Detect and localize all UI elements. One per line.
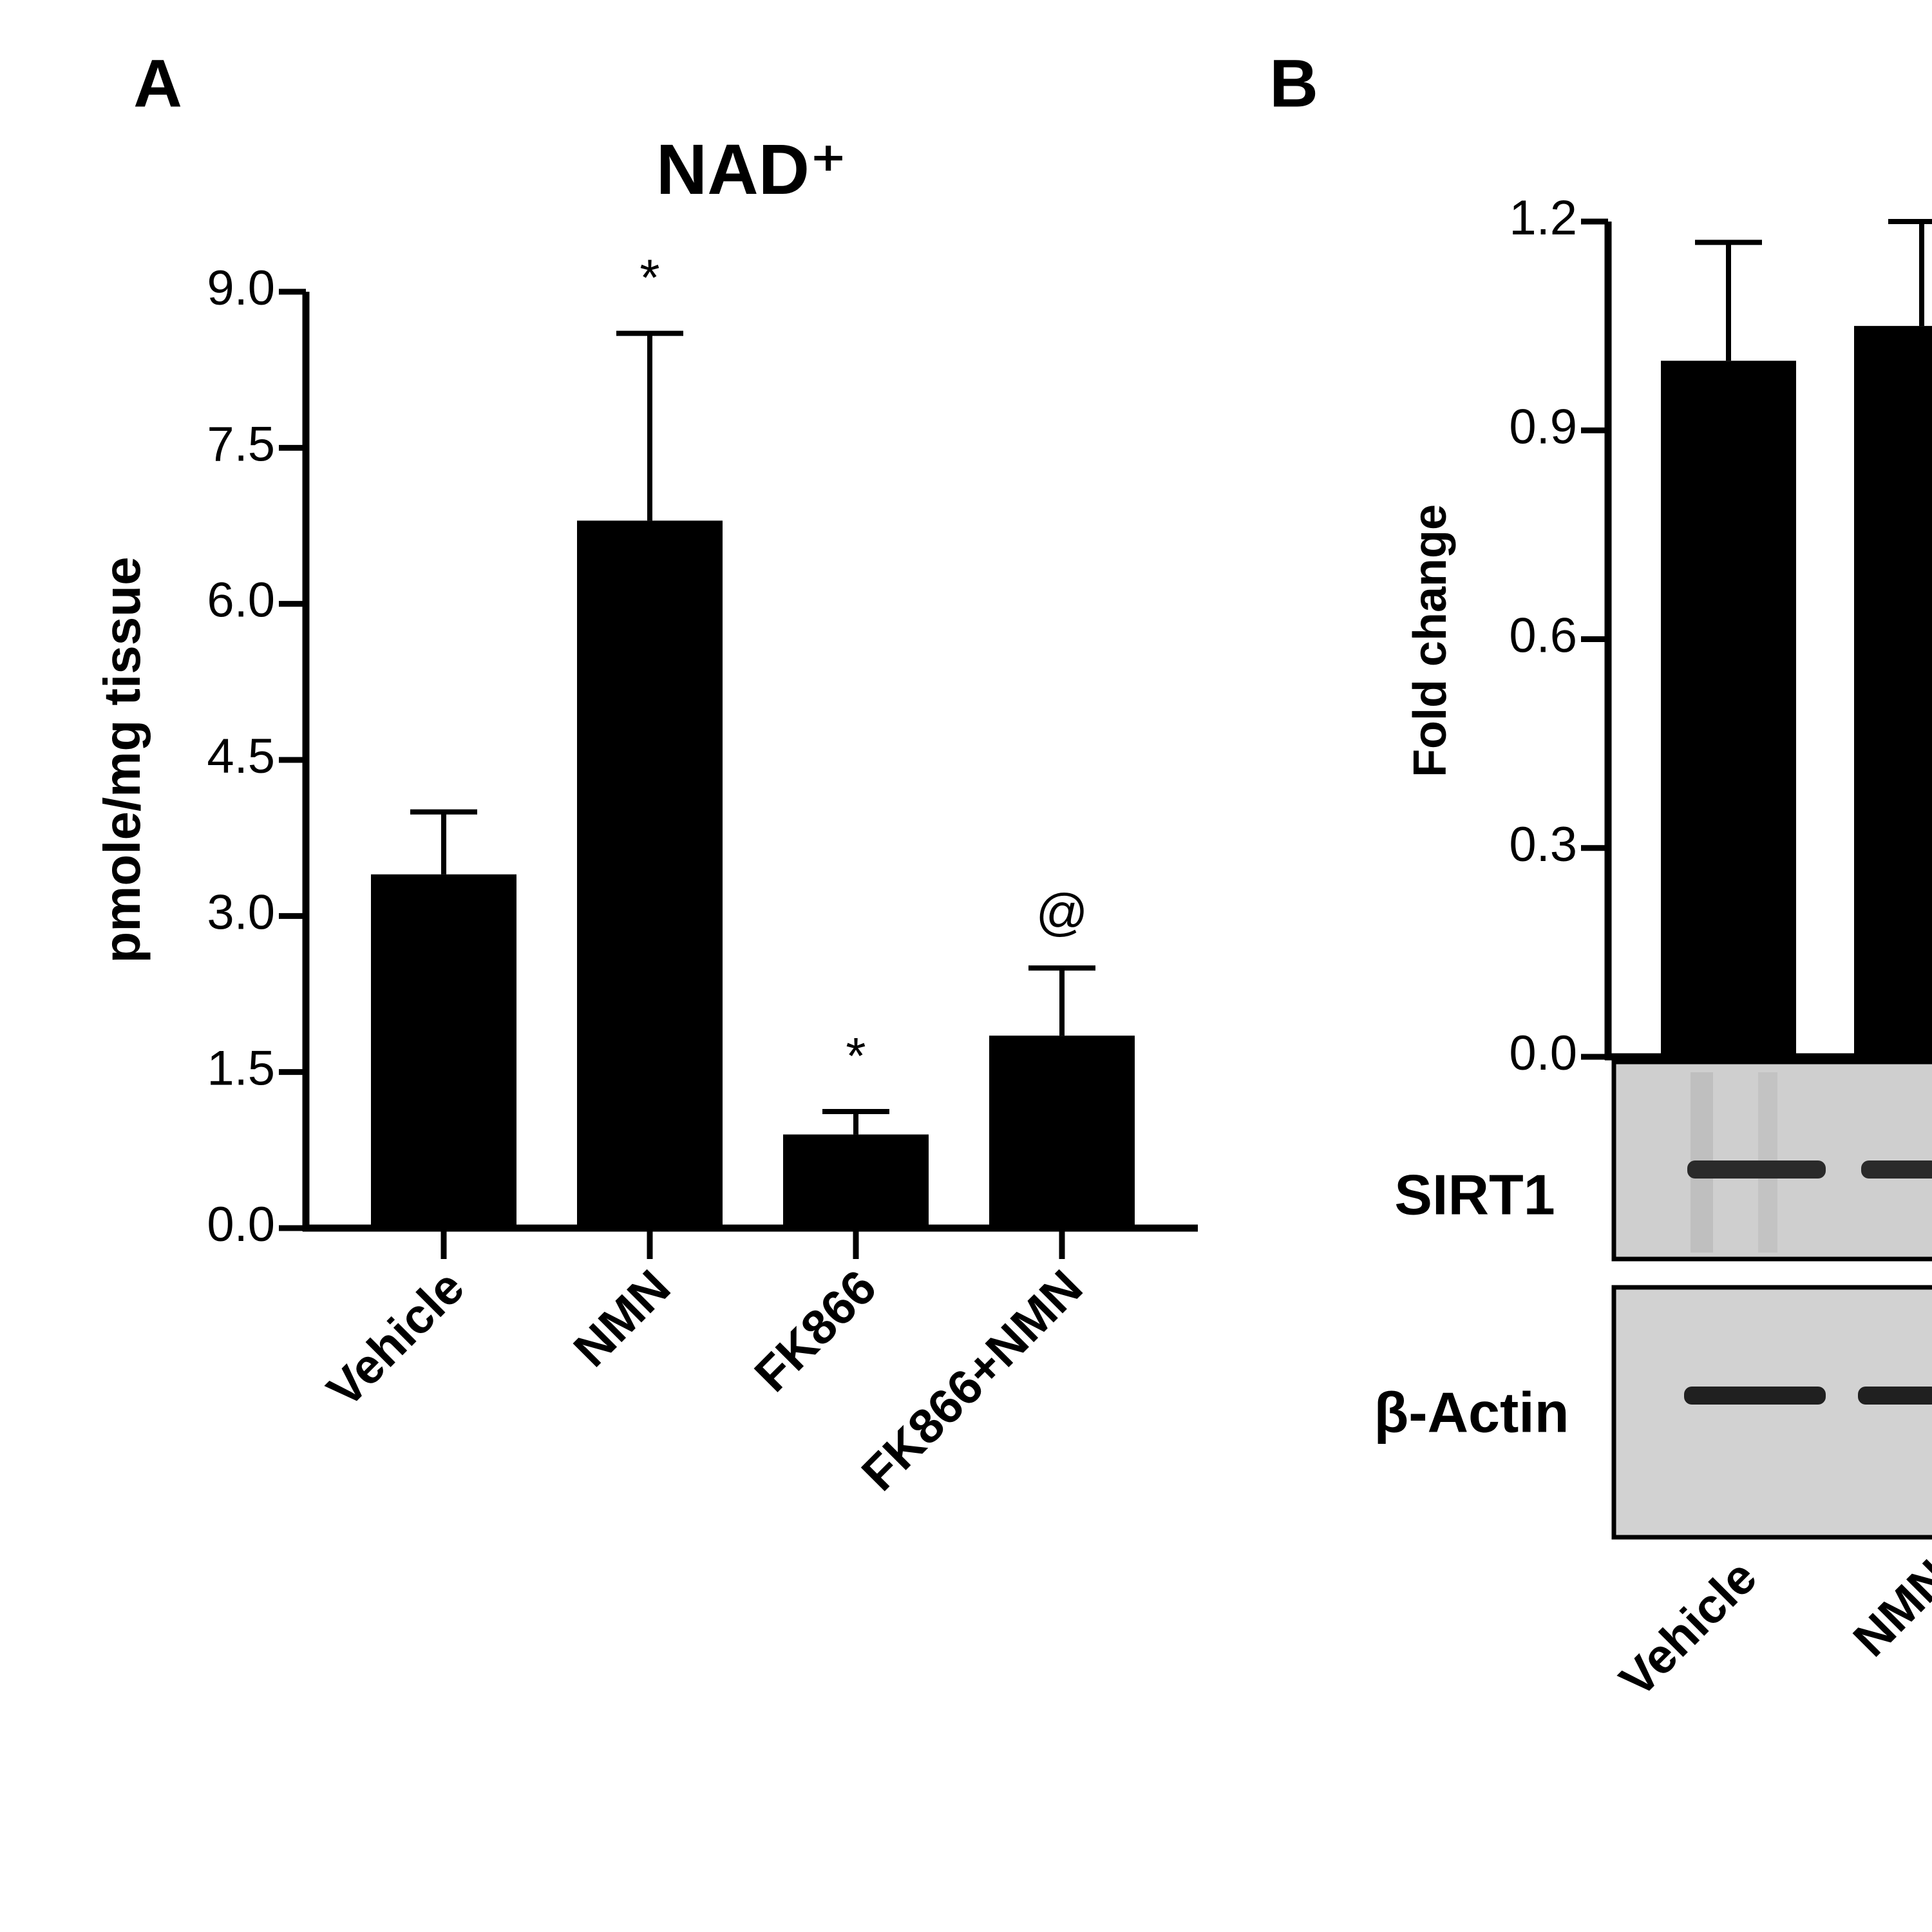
y-tick-label: 9.0 [207,261,275,316]
chart-title: NAD⁺ [656,130,847,209]
y-tick-label: 7.5 [207,417,275,471]
y-tick-label: 0.9 [1509,399,1577,454]
significance-marker: * [639,249,659,307]
blot-band [1684,1387,1826,1405]
bar [371,874,516,1228]
blot-label: SIRT1 [1394,1162,1555,1226]
bar [783,1134,929,1228]
y-axis-label: pmole/mg tissue [93,556,151,963]
significance-marker: * [846,1027,866,1084]
y-tick-label: 6.0 [207,573,275,628]
panel-letter: A [133,46,182,122]
y-tick-label: 0.3 [1509,817,1577,872]
blot-label: β-Actin [1374,1380,1569,1444]
y-tick-label: 4.5 [207,729,275,784]
y-axis-label: Fold change [1405,504,1456,777]
y-tick-label: 1.5 [207,1041,275,1096]
blot-box [1611,1285,1932,1540]
bar [989,1036,1135,1228]
y-tick-label: 0.0 [207,1197,275,1252]
y-tick-label: 0.0 [1509,1026,1577,1081]
blot-band [1861,1160,1932,1179]
bar [577,520,723,1228]
y-tick-label: 3.0 [207,885,275,940]
bar [1854,326,1932,1057]
blot-band [1687,1160,1826,1179]
blot-band [1858,1387,1932,1405]
y-tick-label: 0.6 [1509,609,1577,663]
significance-marker: @ [1036,884,1088,941]
panel-letter: B [1269,46,1318,122]
y-tick-label: 1.2 [1509,191,1577,245]
bar [1661,361,1796,1057]
